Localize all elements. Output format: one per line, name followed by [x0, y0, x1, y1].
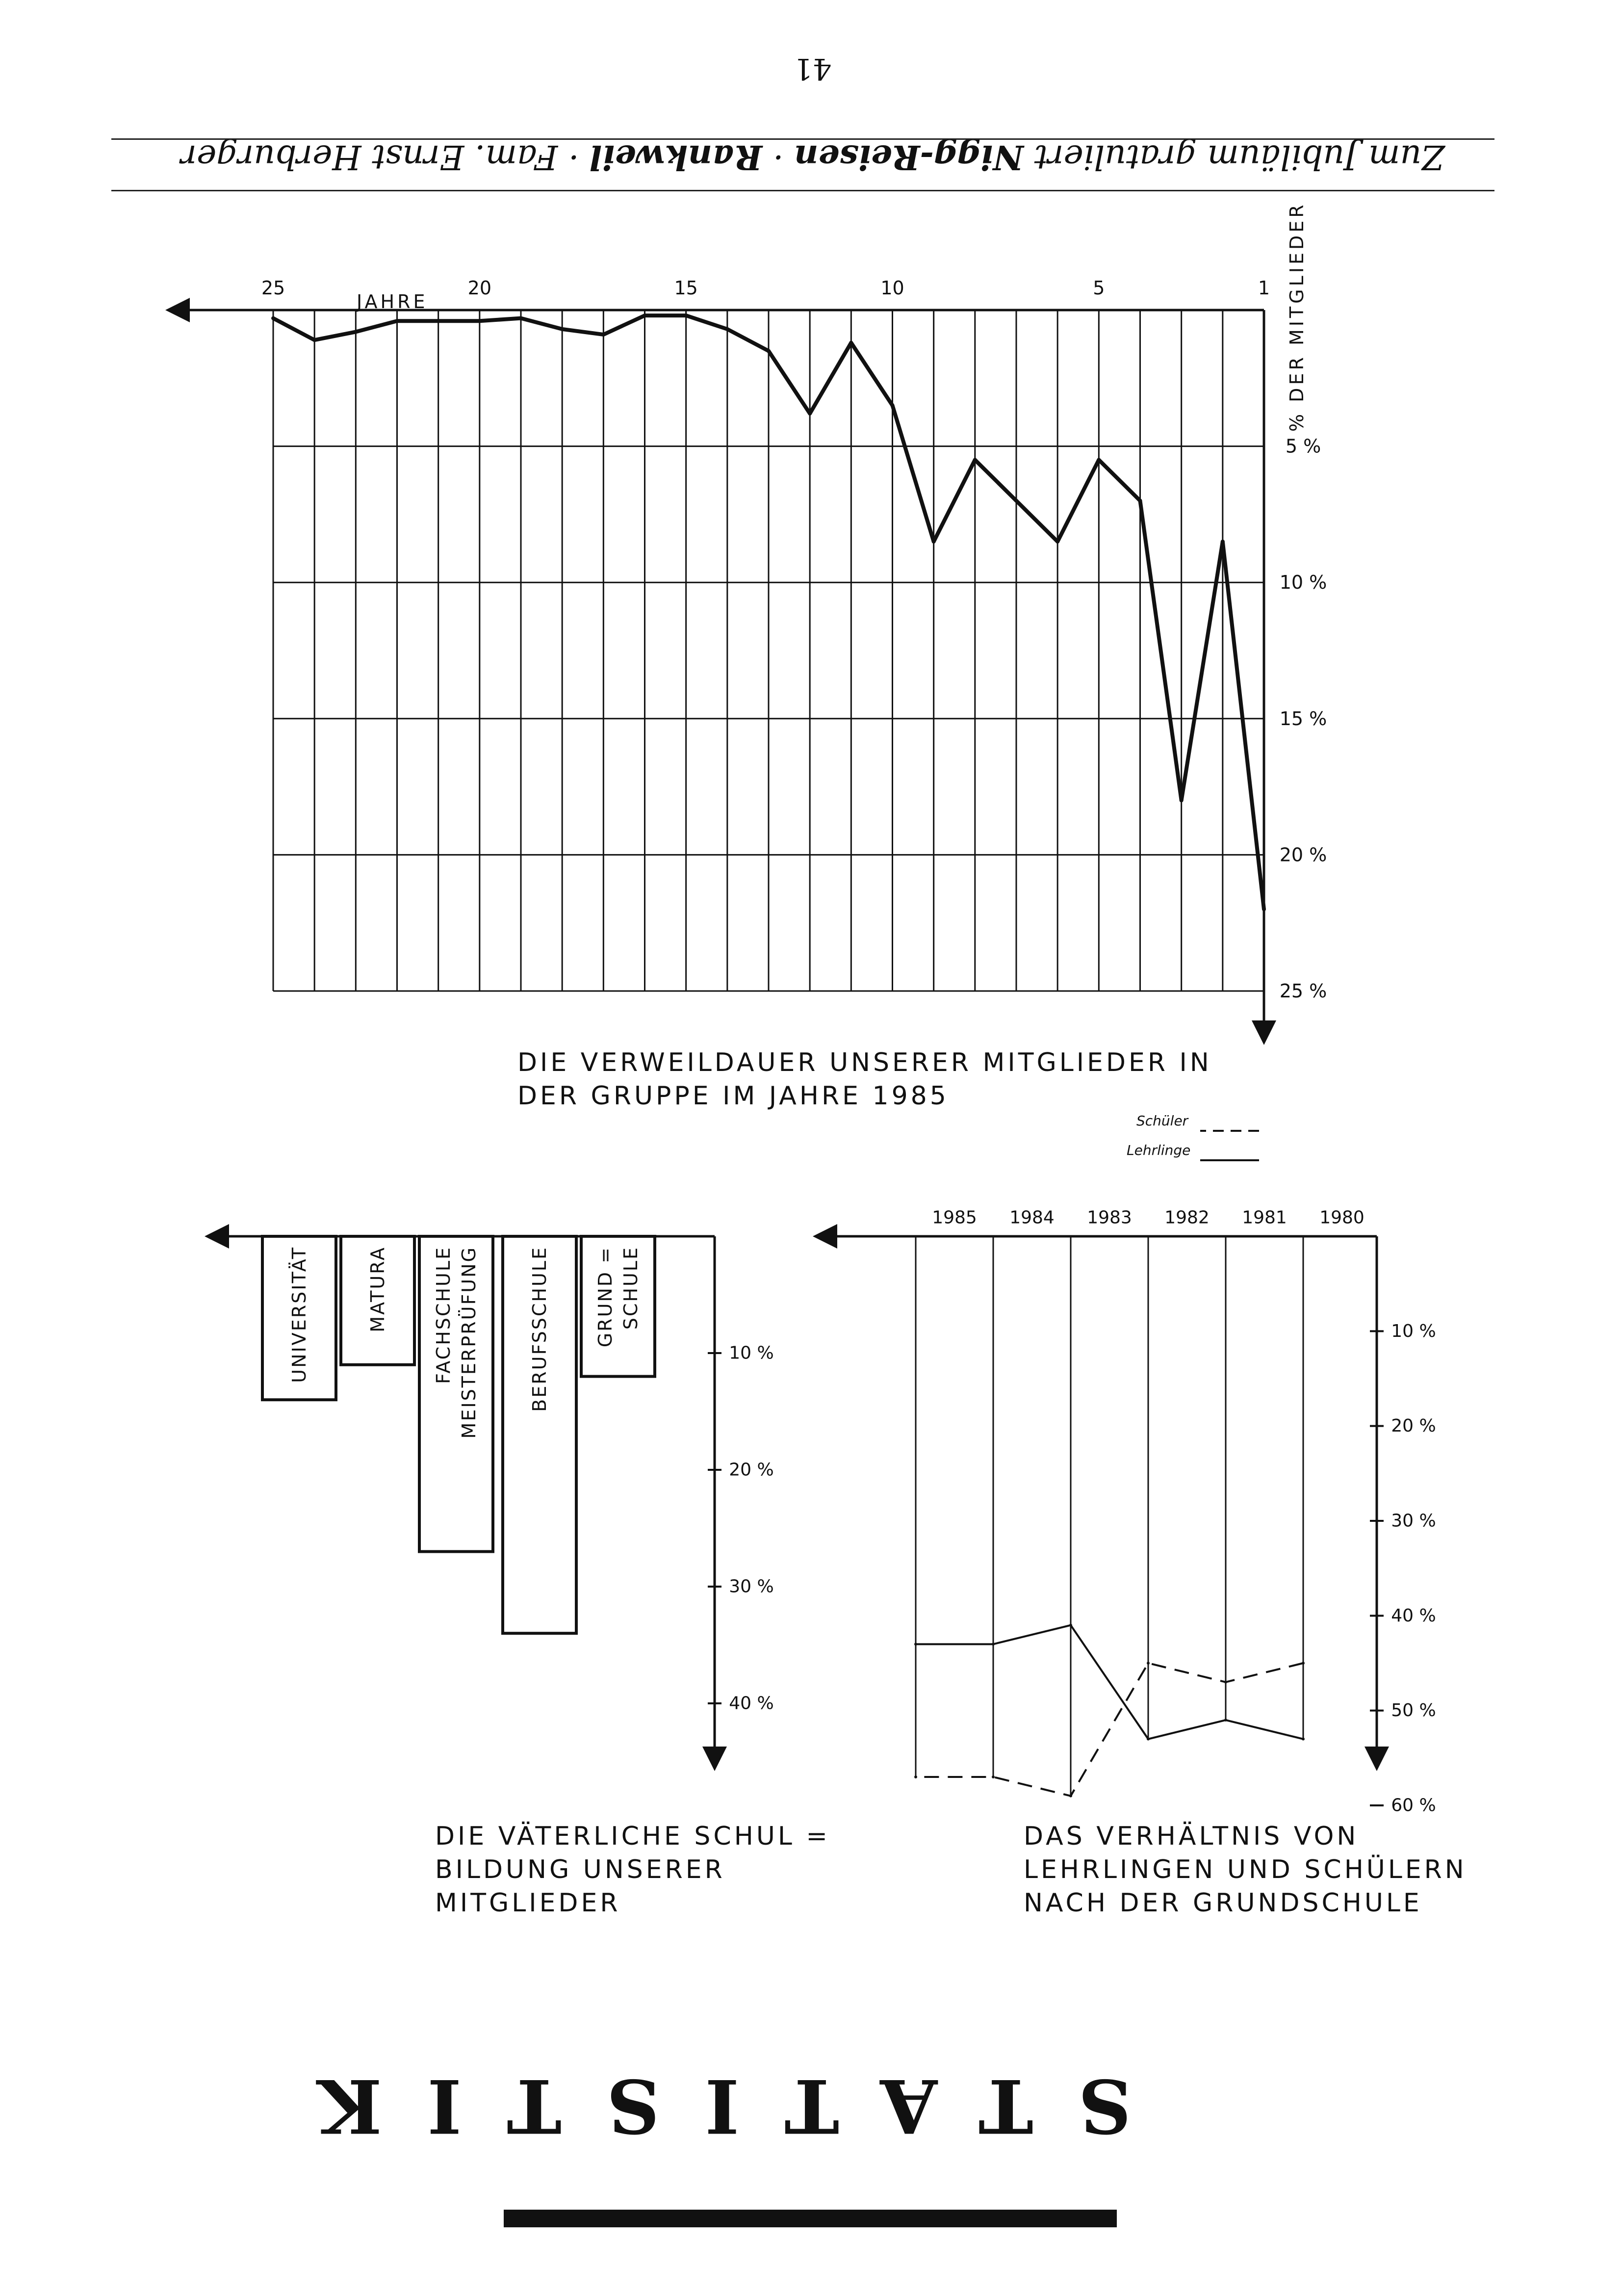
section-title: STATISTIK: [273, 2062, 1132, 2149]
apprentice-category-label: 1982: [1164, 1208, 1210, 1228]
apprentice-chart: 1980 1981 1982 1983 1984 1985 10 % 20 % 30 % 40 …: [813, 1113, 1467, 1918]
education-category-label: BERUFSSCHULE: [529, 1246, 550, 1412]
education-bar: [580, 1234, 656, 1378]
duration-point: [931, 539, 936, 544]
legend-lehrlinge-label: Lehrlinge: [1127, 1142, 1190, 1158]
schueler-point: [992, 1775, 995, 1778]
education-category-label: UNIVERSITÄT: [288, 1246, 310, 1383]
duration-point: [767, 349, 771, 353]
duration-title-line-2: DER GRUPPE IM JAHRE 1985: [517, 1081, 949, 1111]
education-y-tick-label: 10 %: [729, 1343, 773, 1363]
duration-point: [643, 313, 647, 318]
duration-point: [519, 316, 523, 320]
duration-point: [601, 332, 606, 337]
legend-schueler-label: Schüler: [1136, 1113, 1189, 1129]
education-title-line-3: MITGLIEDER: [435, 1888, 620, 1918]
apprentice-y-tick-label: 50 %: [1391, 1700, 1436, 1721]
education-category-label: MATURA: [367, 1246, 388, 1332]
apprentice-y-tick-label: 40 %: [1391, 1606, 1436, 1626]
duration-point: [808, 411, 812, 416]
education-bar: [339, 1235, 416, 1366]
duration-y-tick-label: 5 %: [1286, 436, 1321, 457]
duration-point: [684, 313, 688, 318]
duration-y-tick-label: 15 %: [1280, 708, 1327, 730]
duration-x-tick-label: 20: [468, 277, 491, 299]
duration-x-tick-label: 15: [674, 277, 697, 299]
duration-point: [1262, 907, 1266, 912]
apprentice-category-label: 1985: [932, 1208, 977, 1228]
apprentice-category-label: 1983: [1087, 1208, 1132, 1228]
lehrlinge-point: [1224, 1719, 1227, 1722]
education-category-label: SCHULE: [620, 1246, 642, 1330]
education-chart: GRUND = SCHULE BERUFSSCHULE FACHSCHULE MEIST…: [205, 1224, 830, 1918]
education-bar: [418, 1235, 494, 1553]
duration-point: [312, 338, 317, 342]
duration-x-tick-label: 25: [261, 277, 285, 299]
apprentice-series-schueler: [916, 1662, 1304, 1797]
apprentice-title-line-3: NACH DER GRUNDSCHULE: [1024, 1888, 1422, 1918]
lehrlinge-point: [1147, 1737, 1150, 1741]
duration-point: [395, 319, 399, 323]
duration-x-axis-label: JAHRE: [356, 291, 428, 313]
duration-point: [1014, 498, 1018, 503]
education-title-line-1: DIE VÄTERLICHE SCHUL =: [435, 1821, 830, 1851]
duration-chart-grid: [272, 310, 1265, 992]
apprentice-category-label: 1981: [1242, 1208, 1287, 1228]
lehrlinge-point: [992, 1643, 995, 1646]
duration-point: [973, 458, 977, 462]
duration-point: [271, 316, 275, 320]
duration-point: [1138, 498, 1142, 503]
duration-y-tick-label: 25 %: [1280, 980, 1327, 1002]
education-category-label: GRUND =: [594, 1246, 616, 1347]
duration-y-tick-label: 10 %: [1280, 572, 1327, 593]
schueler-point: [1224, 1680, 1227, 1684]
duration-y-axis-label: % DER MITGLIEDER: [1286, 202, 1308, 432]
duration-point: [1220, 539, 1225, 544]
duration-point: [354, 330, 358, 334]
apprentice-y-tick-label: 60 %: [1391, 1796, 1436, 1816]
schueler-point: [1147, 1662, 1150, 1665]
duration-point: [560, 327, 565, 331]
apprentice-category-label: 1984: [1009, 1208, 1055, 1228]
duration-x-tick-label: 10: [880, 277, 904, 299]
duration-point: [477, 319, 482, 323]
duration-point: [1056, 539, 1060, 544]
apprentice-y-tick-label: 30 %: [1391, 1511, 1436, 1531]
duration-point: [436, 319, 440, 323]
schueler-point: [1069, 1794, 1072, 1798]
education-y-tick-label: 40 %: [729, 1694, 773, 1714]
apprentice-y-tick-label: 10 %: [1391, 1321, 1436, 1341]
section-title-bar: [504, 2210, 1117, 2227]
education-y-tick-label: 20 %: [729, 1460, 773, 1480]
lehrlinge-point: [1302, 1737, 1305, 1741]
duration-point: [1179, 798, 1184, 803]
apprentice-title-line-2: LEHRLINGEN UND SCHÜLERN: [1024, 1854, 1467, 1884]
education-bar: [261, 1234, 337, 1402]
duration-point: [849, 340, 853, 345]
duration-point: [890, 403, 895, 408]
duration-x-tick-label: 5: [1093, 277, 1105, 299]
education-category-label: FACHSCHULE: [433, 1246, 454, 1384]
schueler-point: [914, 1775, 917, 1778]
duration-point: [725, 327, 729, 331]
education-category-label: MEISTERPRÜFUNG: [458, 1246, 480, 1438]
apprentice-title-line-1: DAS VERHÄLTNIS VON: [1024, 1821, 1359, 1851]
duration-y-tick-label: 20 %: [1280, 844, 1327, 865]
duration-title-line-1: DIE VERWEILDAUER UNSERER MITGLIEDER IN: [517, 1048, 1212, 1077]
apprentice-series-lehrlinge: [916, 1624, 1304, 1740]
education-title-line-2: BILDUNG UNSERER: [435, 1855, 725, 1884]
schueler-point: [1302, 1662, 1305, 1665]
education-bar: [501, 1234, 578, 1635]
duration-point: [1097, 458, 1101, 462]
lehrlinge-point: [1069, 1623, 1072, 1627]
duration-x-tick-label: 1: [1258, 277, 1270, 299]
apprentice-category-label: 1980: [1319, 1208, 1365, 1228]
apprentice-y-tick-label: 20 %: [1391, 1416, 1436, 1436]
education-y-tick-label: 30 %: [729, 1577, 773, 1597]
lehrlinge-point: [914, 1643, 917, 1646]
